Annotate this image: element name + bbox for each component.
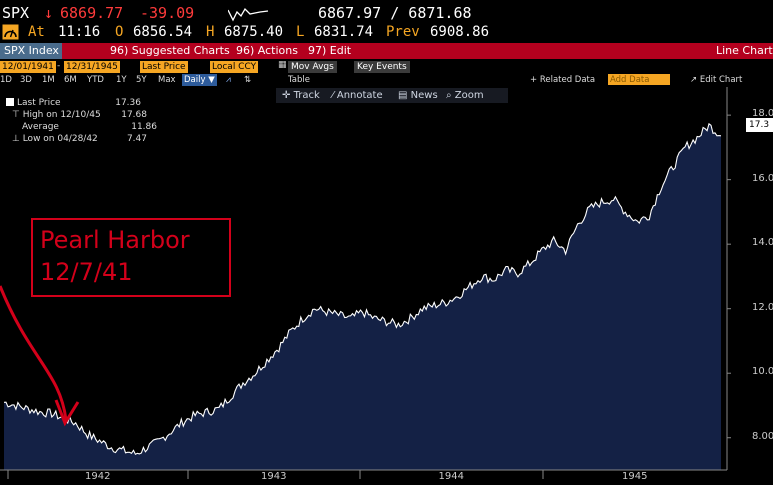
related-data-button[interactable]: + Related Data: [530, 75, 596, 85]
legend-high: ⊤ High on 12/10/45 17.68: [6, 109, 147, 121]
x-tick-label: 1942: [85, 471, 111, 482]
quote-header: SPX ↓ 6869.77 -39.09 6867.97 / 6871.68: [0, 2, 773, 26]
chart-toolbar: ✛ Track ⁄ Annotate ▤ News ⌕ Zoom: [276, 88, 508, 103]
chart-settings-icon[interactable]: ⇅: [244, 75, 252, 85]
last-price-tag: 17.3: [746, 118, 773, 132]
date-range-row: 12/01/1941 - 12/31/1945 Last Price Local…: [0, 60, 773, 74]
y-tick-label: 8.00: [752, 430, 773, 442]
legend-last-price: Last Price 17.36: [6, 97, 141, 109]
y-tick-label: 12.0: [752, 301, 773, 313]
last-price: 6869.77: [60, 4, 124, 22]
period-max[interactable]: Max: [158, 75, 176, 85]
x-tick-label: 1945: [622, 471, 648, 482]
legend-value: 11.86: [131, 122, 157, 132]
pearl-harbor-annotation: Pearl Harbor 12/7/41: [31, 218, 231, 297]
period-ytd[interactable]: YTD: [87, 75, 104, 85]
security-field[interactable]: SPX Index: [0, 43, 62, 59]
legend-low: ⊥ Low on 04/28/42 7.47: [6, 133, 147, 145]
period-1m[interactable]: 1M: [42, 75, 55, 85]
y-tick-label: 16.0: [752, 172, 773, 184]
news-tool[interactable]: ▤ News: [398, 90, 438, 101]
edit-chart-label: Edit Chart: [699, 75, 743, 85]
legend-value: 17.36: [115, 98, 141, 108]
annotate-label: Annotate: [336, 90, 383, 101]
low-label: L: [296, 24, 305, 40]
grid-icon[interactable]: ▦: [278, 60, 287, 70]
zoom-tool[interactable]: ⌕ Zoom: [446, 90, 484, 101]
quote-detail: At 11:16 O 6856.54 H 6875.40 L 6831.74 P…: [0, 24, 773, 44]
high-label: H: [206, 24, 215, 40]
period-6m[interactable]: 6M: [64, 75, 77, 85]
x-tick-label: 1944: [438, 471, 464, 482]
low-bracket-icon: ⊥: [12, 134, 23, 144]
down-arrow-icon: ↓: [44, 4, 54, 22]
chart-type-label[interactable]: Line Chart: [716, 44, 773, 57]
y-tick-label: 14.0: [752, 237, 773, 249]
quote-time: 11:16: [58, 24, 101, 40]
range-dash: -: [57, 61, 61, 71]
track-label: Track: [293, 90, 320, 101]
ticker-symbol[interactable]: SPX: [2, 4, 30, 22]
legend-label: Last Price: [17, 98, 61, 108]
prev-label: Prev: [386, 24, 420, 40]
mov-avgs-button[interactable]: Mov Avgs: [288, 61, 337, 73]
command-bar: SPX Index 96) Suggested Charts 96) Actio…: [0, 43, 773, 59]
chart-toolbar-row: ✛ Track ⁄ Annotate ▤ News ⌕ Zoom: [0, 88, 773, 104]
annotation-arrowhead: [54, 399, 80, 427]
frequency-select[interactable]: Daily ▼: [182, 74, 217, 86]
line-style-icon[interactable]: ⩘: [226, 75, 231, 85]
legend-average: Average 11.86: [6, 121, 157, 133]
end-date-input[interactable]: 12/31/1945: [64, 61, 120, 73]
legend-value: 17.68: [121, 110, 147, 120]
period-3d[interactable]: 3D: [20, 75, 32, 85]
actions-menu[interactable]: 96) Actions: [236, 44, 298, 57]
prev-value: 6908.86: [430, 24, 490, 40]
annotation-line-1: Pearl Harbor: [40, 226, 190, 254]
currency-select[interactable]: Local CCY: [210, 61, 259, 73]
legend-swatch: [6, 98, 14, 106]
price-change: -39.09: [140, 4, 195, 22]
chart-legend: Last Price 17.36 ⊤ High on 12/10/45 17.68 …: [6, 97, 157, 145]
key-events-button[interactable]: Key Events: [354, 61, 410, 73]
low-value: 6831.74: [314, 24, 374, 40]
start-date-input[interactable]: 12/01/1941: [0, 61, 56, 73]
open-value: 6856.54: [133, 24, 193, 40]
legend-label: High on 12/10/45: [22, 110, 101, 120]
at-label: At: [28, 24, 45, 40]
frequency-label: Daily: [184, 75, 206, 85]
price-area: [4, 123, 721, 471]
annotation-line-2: 12/7/41: [40, 258, 133, 286]
high-value: 6875.40: [224, 24, 284, 40]
zoom-label: Zoom: [454, 90, 484, 101]
add-data-input[interactable]: Add Data: [608, 74, 670, 85]
price-chart[interactable]: [0, 87, 773, 485]
annotation-arrow: [0, 285, 68, 421]
y-tick-label: 10.0: [752, 366, 773, 378]
high-bracket-icon: ⊤: [12, 110, 23, 120]
bid-ask: 6867.97 / 6871.68: [318, 4, 472, 22]
y-tick-label: 18.0: [752, 108, 773, 120]
period-5y[interactable]: 5Y: [136, 75, 147, 85]
price-field-select[interactable]: Last Price: [140, 61, 188, 73]
period-1y[interactable]: 1Y: [116, 75, 127, 85]
x-tick-label: 1943: [261, 471, 287, 482]
edit-chart-button[interactable]: ↗ Edit Chart: [690, 75, 743, 85]
gauge-icon: [2, 24, 19, 40]
open-label: O: [115, 24, 124, 40]
edit-menu[interactable]: 97) Edit: [308, 44, 352, 57]
legend-label: Average: [22, 122, 59, 132]
table-button[interactable]: Table: [288, 75, 310, 85]
news-label: News: [410, 90, 438, 101]
period-1d[interactable]: 1D: [0, 75, 12, 85]
track-tool[interactable]: ✛ Track: [282, 90, 320, 101]
period-row: 1D 3D 1M 6M YTD 1Y 5Y Max Daily ▼ ⩘ ⇅ Ta…: [0, 74, 773, 87]
legend-label: Low on 04/28/42: [22, 134, 98, 144]
sparkline-icon: [228, 7, 269, 22]
annotate-tool[interactable]: ⁄ Annotate: [332, 90, 383, 101]
price-line: [3, 122, 722, 456]
legend-value: 7.47: [126, 134, 147, 144]
suggested-charts-menu[interactable]: 96) Suggested Charts: [110, 44, 230, 57]
